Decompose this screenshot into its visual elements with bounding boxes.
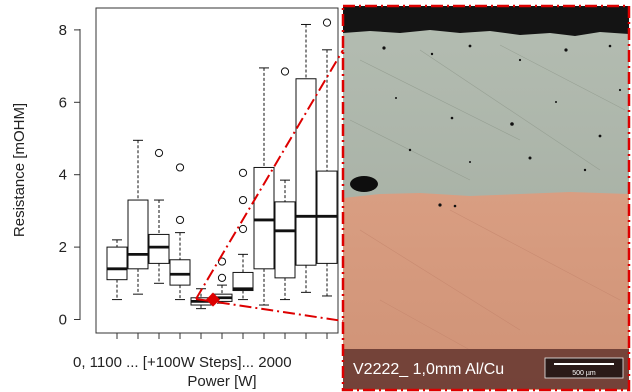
outlier-point bbox=[238, 195, 248, 205]
box-series bbox=[106, 18, 338, 310]
box-1 bbox=[106, 239, 128, 301]
pores bbox=[382, 44, 622, 208]
pore-dot bbox=[618, 88, 622, 92]
top-dark-edge bbox=[343, 6, 629, 36]
box-iqr bbox=[274, 201, 296, 279]
box-plot: 0 2 4 6 8 Resistance [mOHM] 0, 1100 ... [+10… bbox=[11, 7, 339, 390]
y-tick-label: 6 bbox=[59, 94, 67, 111]
pore-dot bbox=[598, 134, 602, 138]
y-tick-label: 8 bbox=[59, 22, 67, 39]
outlier-point bbox=[217, 257, 227, 266]
scale-bar-label: 500 µm bbox=[572, 370, 596, 377]
box-9 bbox=[274, 67, 296, 301]
y-tick-label: 0 bbox=[59, 312, 67, 329]
micrograph-caption: V2222_ 1,0mm Al/Cu bbox=[353, 361, 504, 378]
y-axis-ticks: 0 2 4 6 8 bbox=[59, 22, 80, 329]
outlier-point bbox=[175, 215, 185, 225]
pore-dot bbox=[408, 148, 412, 152]
copper-layer bbox=[343, 192, 629, 390]
outlier-point bbox=[322, 18, 332, 27]
outlier-point bbox=[238, 224, 248, 234]
box-4 bbox=[169, 163, 191, 301]
box-7 bbox=[232, 168, 254, 301]
pore-dot bbox=[583, 168, 587, 172]
pore-dot bbox=[518, 58, 522, 62]
y-tick-label: 4 bbox=[59, 167, 67, 184]
outlier-point bbox=[280, 67, 290, 76]
box-2 bbox=[127, 139, 149, 295]
pore-dot bbox=[469, 161, 471, 163]
pore-dot bbox=[510, 122, 514, 126]
outlier-point bbox=[217, 273, 227, 282]
box-iqr bbox=[127, 199, 149, 270]
pore-dot bbox=[555, 101, 557, 103]
outlier-point bbox=[154, 148, 164, 158]
pore-dot bbox=[395, 97, 397, 99]
pore-dot bbox=[528, 156, 532, 160]
box-iqr bbox=[169, 259, 191, 286]
pore-dot bbox=[468, 44, 472, 48]
pore-dot bbox=[438, 203, 442, 207]
pore-dot bbox=[382, 46, 386, 50]
interface-void bbox=[350, 176, 378, 192]
pore-dot bbox=[430, 52, 434, 56]
box-iqr bbox=[232, 271, 254, 292]
outlier-point bbox=[175, 163, 185, 172]
y-axis-title: Resistance [mOHM] bbox=[11, 103, 28, 237]
x-axis-title: Power [W] bbox=[187, 373, 256, 390]
micrograph-image: V2222_ 1,0mm Al/Cu 500 µm bbox=[343, 6, 629, 390]
box-3 bbox=[148, 148, 170, 284]
box-iqr bbox=[295, 78, 317, 266]
outlier-point bbox=[238, 168, 248, 177]
zoom-line-lower bbox=[195, 298, 344, 322]
micrograph-frame bbox=[341, 4, 631, 392]
pore-dot bbox=[453, 204, 457, 208]
x-axis-ticks bbox=[116, 333, 328, 339]
box-8 bbox=[253, 67, 275, 306]
pore-dot bbox=[450, 116, 454, 120]
box-iqr bbox=[148, 233, 170, 264]
pore-dot bbox=[564, 48, 568, 52]
highlight-marker bbox=[205, 292, 221, 307]
y-tick-label: 2 bbox=[59, 239, 67, 256]
box-iqr bbox=[253, 166, 275, 270]
box-11 bbox=[316, 18, 338, 297]
box-iqr bbox=[106, 246, 128, 281]
plot-frame bbox=[95, 7, 339, 334]
zoom-callout bbox=[195, 49, 344, 322]
zoom-line-upper bbox=[195, 49, 344, 300]
pore-dot bbox=[608, 44, 612, 48]
x-tick-label: 0, 1100 ... [+100W Steps]... 2000 bbox=[73, 354, 292, 371]
box-10 bbox=[295, 23, 317, 293]
copper-scratches bbox=[359, 209, 621, 351]
